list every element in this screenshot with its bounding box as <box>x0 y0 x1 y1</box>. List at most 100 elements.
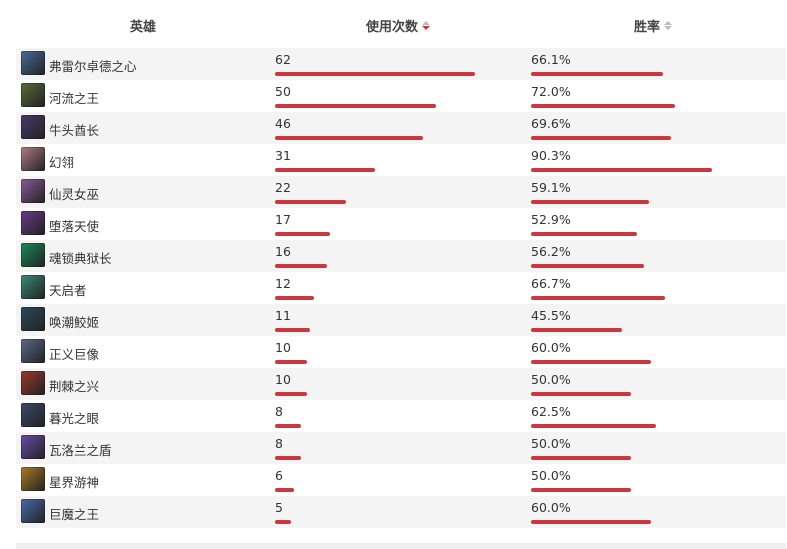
hero-name[interactable]: 河流之王 <box>49 91 100 106</box>
hero-avatar-icon[interactable] <box>21 435 45 459</box>
hero-stats-table: 英雄 使用次数 胜率 弗雷尔卓德之心 62 66.1% 河流之王 50 72.0% 牛头酋长… <box>16 0 786 528</box>
uses-count: 46 <box>275 116 291 131</box>
uses-count: 50 <box>275 84 291 99</box>
winrate-value: 72.0% <box>531 84 571 99</box>
winrate-bar <box>531 424 656 428</box>
winrate-value: 69.6% <box>531 116 571 131</box>
uses-count: 8 <box>275 404 283 419</box>
hero-name[interactable]: 瓦洛兰之盾 <box>49 443 112 458</box>
winrate-bar <box>531 360 651 364</box>
table-row[interactable]: 暮光之眼 8 62.5% <box>16 400 786 432</box>
winrate-value: 60.0% <box>531 340 571 355</box>
hero-avatar-icon[interactable] <box>21 467 45 491</box>
winrate-value: 90.3% <box>531 148 571 163</box>
hero-avatar-icon[interactable] <box>21 243 45 267</box>
column-header-hero-label: 英雄 <box>130 20 157 35</box>
uses-count: 62 <box>275 52 291 67</box>
hero-avatar-icon[interactable] <box>21 115 45 139</box>
hero-avatar-icon[interactable] <box>21 499 45 523</box>
table-row[interactable]: 荆棘之兴 10 50.0% <box>16 368 786 400</box>
hero-name[interactable]: 天启者 <box>49 283 87 298</box>
column-header-hero: 英雄 <box>130 16 156 35</box>
winrate-bar <box>531 168 712 172</box>
uses-count: 22 <box>275 180 291 195</box>
uses-count: 10 <box>275 372 291 387</box>
uses-bar <box>275 328 310 332</box>
column-header-uses-label[interactable]: 使用次数 <box>366 20 419 35</box>
winrate-value: 50.0% <box>531 372 571 387</box>
table-row[interactable]: 仙灵女巫 22 59.1% <box>16 176 786 208</box>
column-header-uses[interactable]: 使用次数 <box>366 16 431 35</box>
hero-avatar-icon[interactable] <box>21 371 45 395</box>
winrate-value: 60.0% <box>531 500 571 515</box>
uses-bar <box>275 232 330 236</box>
hero-name[interactable]: 巨魔之王 <box>49 507 100 522</box>
table-row[interactable]: 唤潮鲛姬 11 45.5% <box>16 304 786 336</box>
uses-bar <box>275 200 346 204</box>
uses-count: 6 <box>275 468 283 483</box>
hero-avatar-icon[interactable] <box>21 51 45 75</box>
hero-name[interactable]: 弗雷尔卓德之心 <box>49 59 137 74</box>
sort-icon[interactable] <box>664 20 673 32</box>
hero-name[interactable]: 荆棘之兴 <box>49 379 100 394</box>
column-header-winrate[interactable]: 胜率 <box>634 16 673 35</box>
table-row[interactable]: 巨魔之王 5 60.0% <box>16 496 786 528</box>
table-row[interactable]: 幻翎 31 90.3% <box>16 144 786 176</box>
sort-desc-icon[interactable] <box>422 20 431 32</box>
uses-bar <box>275 296 314 300</box>
table-row[interactable]: 河流之王 50 72.0% <box>16 80 786 112</box>
uses-count: 8 <box>275 436 283 451</box>
table-row[interactable]: 堕落天使 17 52.9% <box>16 208 786 240</box>
hero-name[interactable]: 幻翎 <box>49 155 75 170</box>
hero-name[interactable]: 暮光之眼 <box>49 411 100 426</box>
hero-name[interactable]: 仙灵女巫 <box>49 187 100 202</box>
table-row[interactable]: 魂锁典狱长 16 56.2% <box>16 240 786 272</box>
winrate-value: 56.2% <box>531 244 571 259</box>
uses-bar <box>275 104 436 108</box>
table-row[interactable]: 牛头酋长 46 69.6% <box>16 112 786 144</box>
hero-name[interactable]: 星界游神 <box>49 475 100 490</box>
hero-avatar-icon[interactable] <box>21 147 45 171</box>
uses-bar <box>275 264 327 268</box>
winrate-value: 52.9% <box>531 212 571 227</box>
hero-name[interactable]: 魂锁典狱长 <box>49 251 112 266</box>
uses-count: 17 <box>275 212 291 227</box>
uses-bar <box>275 360 307 364</box>
hero-name[interactable]: 正义巨像 <box>49 347 100 362</box>
winrate-bar <box>531 520 651 524</box>
column-header-winrate-label[interactable]: 胜率 <box>634 20 661 35</box>
table-row[interactable]: 弗雷尔卓德之心 62 66.1% <box>16 48 786 80</box>
uses-count: 31 <box>275 148 291 163</box>
table-footer <box>16 543 786 549</box>
table-row[interactable]: 瓦洛兰之盾 8 50.0% <box>16 432 786 464</box>
table-header: 英雄 使用次数 胜率 <box>16 0 786 48</box>
hero-name[interactable]: 堕落天使 <box>49 219 100 234</box>
hero-name[interactable]: 牛头酋长 <box>49 123 100 138</box>
table-row[interactable]: 星界游神 6 50.0% <box>16 464 786 496</box>
hero-avatar-icon[interactable] <box>21 83 45 107</box>
winrate-bar <box>531 200 649 204</box>
hero-avatar-icon[interactable] <box>21 179 45 203</box>
uses-bar <box>275 520 291 524</box>
table-body: 弗雷尔卓德之心 62 66.1% 河流之王 50 72.0% 牛头酋长 46 69.6% 幻翎 31… <box>16 48 786 528</box>
uses-bar <box>275 456 301 460</box>
hero-avatar-icon[interactable] <box>21 339 45 363</box>
winrate-bar <box>531 104 675 108</box>
uses-bar <box>275 72 475 76</box>
winrate-value: 66.1% <box>531 52 571 67</box>
winrate-bar <box>531 136 671 140</box>
hero-name[interactable]: 唤潮鲛姬 <box>49 315 100 330</box>
winrate-value: 50.0% <box>531 468 571 483</box>
hero-avatar-icon[interactable] <box>21 275 45 299</box>
winrate-value: 66.7% <box>531 276 571 291</box>
uses-count: 5 <box>275 500 283 515</box>
table-row[interactable]: 天启者 12 66.7% <box>16 272 786 304</box>
winrate-bar <box>531 488 631 492</box>
hero-avatar-icon[interactable] <box>21 307 45 331</box>
uses-bar <box>275 392 307 396</box>
hero-avatar-icon[interactable] <box>21 403 45 427</box>
hero-avatar-icon[interactable] <box>21 211 45 235</box>
table-row[interactable]: 正义巨像 10 60.0% <box>16 336 786 368</box>
uses-bar <box>275 136 423 140</box>
uses-count: 16 <box>275 244 291 259</box>
